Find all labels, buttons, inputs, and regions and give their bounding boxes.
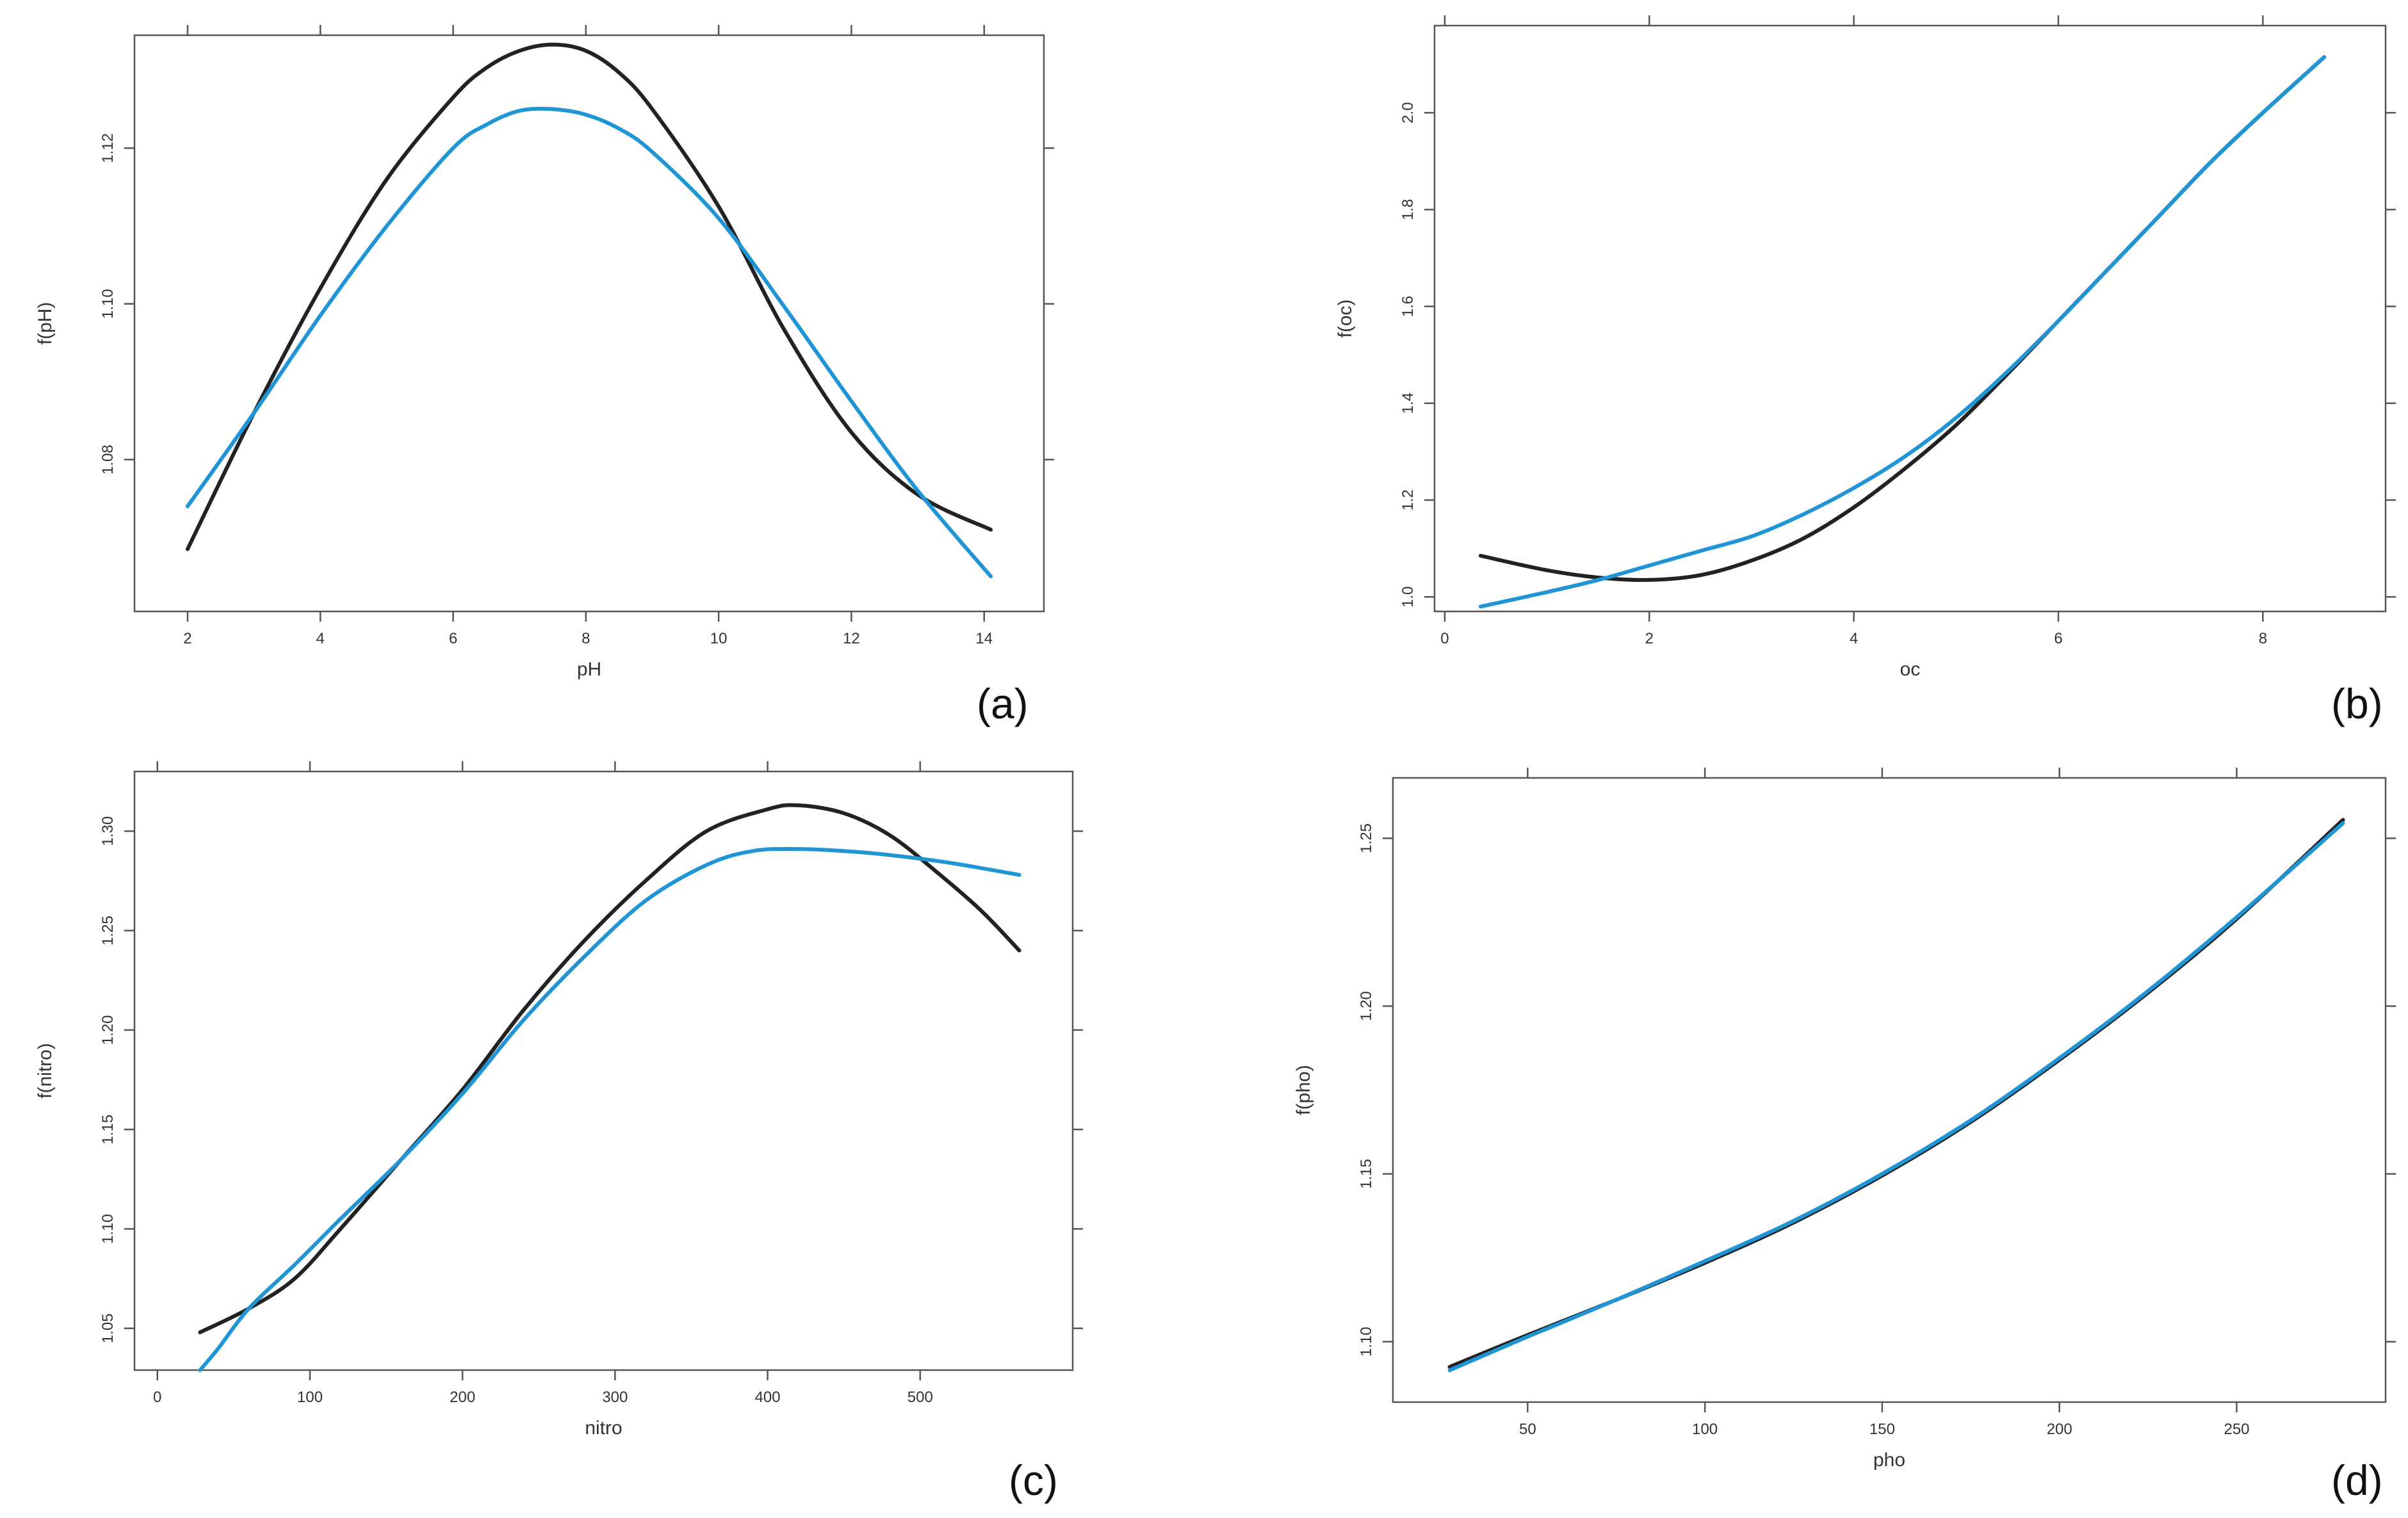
y-axis-label: f(nitro) bbox=[35, 1043, 56, 1099]
series-line-black bbox=[185, 42, 993, 551]
plot-frame bbox=[133, 34, 1045, 613]
y-tick-label: 1.25 bbox=[99, 916, 117, 946]
x-tick-label: 14 bbox=[975, 630, 993, 647]
x-tick-label: 12 bbox=[843, 630, 860, 647]
x-axis-label: pH bbox=[577, 659, 601, 680]
panel-label-d: (d) bbox=[2331, 1457, 2383, 1504]
y-tick-label: 1.08 bbox=[99, 444, 117, 474]
chart-panel-d: 50 100 150 200 250 1.10 1.15 1.20 1.25 pho f(pho) bbox=[1293, 768, 2396, 1471]
y-axis-label: f(pho) bbox=[1293, 1065, 1314, 1115]
y-tick-label: 1.15 bbox=[99, 1115, 117, 1145]
plot-frame bbox=[1433, 24, 2387, 613]
x-tick-label: 2 bbox=[183, 630, 191, 647]
y-tick-label: 1.10 bbox=[99, 289, 117, 319]
y-tick-label: 1.25 bbox=[1358, 823, 1375, 853]
x-tick-label: 2 bbox=[1645, 630, 1654, 647]
chart-panel-b: 0 2 4 6 8 1.0 1.2 1.4 1.6 1.8 2.0 oc f(oc) bbox=[1335, 15, 2396, 680]
series-line-blue bbox=[198, 846, 1021, 1372]
x-tick-label: 150 bbox=[1869, 1421, 1895, 1438]
series-line-blue bbox=[1478, 55, 2327, 609]
chart-panel-c: 0 100 200 300 400 500 1.05 1.10 1.15 1.20 1.25 1.30… bbox=[35, 761, 1083, 1439]
x-tick-label: 10 bbox=[710, 630, 728, 647]
x-tick-label: 50 bbox=[1519, 1421, 1536, 1438]
y-tick-label: 1.0 bbox=[1399, 586, 1417, 608]
x-tick-label: 200 bbox=[450, 1389, 475, 1406]
y-tick-label: 1.6 bbox=[1399, 296, 1417, 317]
y-axis-label: f(oc) bbox=[1335, 300, 1356, 338]
x-tick-label: 500 bbox=[907, 1389, 933, 1406]
y-tick-label: 1.10 bbox=[99, 1214, 117, 1244]
x-axis-label: oc bbox=[1900, 659, 1921, 680]
y-tick-label: 1.2 bbox=[1399, 489, 1417, 510]
x-tick-label: 100 bbox=[1692, 1421, 1718, 1438]
x-tick-label: 400 bbox=[755, 1389, 781, 1406]
plot-frame bbox=[133, 770, 1074, 1371]
x-tick-label: 4 bbox=[316, 630, 325, 647]
series-line-blue bbox=[185, 106, 993, 579]
series-line-black bbox=[198, 803, 1021, 1334]
y-tick-label: 1.30 bbox=[99, 816, 117, 846]
y-tick-label: 1.20 bbox=[99, 1015, 117, 1045]
chart-panel-a: 2 4 6 8 10 12 14 1.08 1.10 1.12 pH f(pH) bbox=[35, 25, 1054, 680]
y-tick-label: 1.15 bbox=[1358, 1159, 1375, 1189]
x-tick-label: 100 bbox=[297, 1389, 323, 1406]
y-tick-label: 1.4 bbox=[1399, 392, 1417, 414]
x-tick-label: 0 bbox=[153, 1389, 161, 1406]
x-axis-label: nitro bbox=[585, 1417, 622, 1439]
x-tick-label: 250 bbox=[2224, 1421, 2249, 1438]
y-tick-label: 1.20 bbox=[1358, 991, 1375, 1021]
y-tick-label: 2.0 bbox=[1399, 102, 1417, 123]
panel-label-b: (b) bbox=[2331, 680, 2383, 727]
y-tick-label: 1.10 bbox=[1358, 1327, 1375, 1357]
y-axis-label: f(pH) bbox=[35, 302, 56, 345]
x-tick-label: 4 bbox=[1850, 630, 1858, 647]
x-tick-label: 0 bbox=[1440, 630, 1449, 647]
y-tick-label: 1.8 bbox=[1399, 199, 1417, 220]
series-line-blue bbox=[1447, 821, 2345, 1373]
plot-frame bbox=[1392, 777, 2387, 1403]
x-tick-label: 300 bbox=[602, 1389, 628, 1406]
x-tick-label: 8 bbox=[2259, 630, 2267, 647]
panel-label-c: (c) bbox=[1009, 1457, 1058, 1504]
panel-label-a: (a) bbox=[977, 680, 1029, 727]
x-axis-label: pho bbox=[1873, 1449, 1905, 1471]
x-tick-label: 200 bbox=[2047, 1421, 2072, 1438]
x-tick-label: 6 bbox=[449, 630, 457, 647]
x-tick-label: 8 bbox=[582, 630, 590, 647]
y-tick-label: 1.05 bbox=[99, 1313, 117, 1343]
x-tick-label: 6 bbox=[2054, 630, 2062, 647]
y-tick-label: 1.12 bbox=[99, 133, 117, 163]
